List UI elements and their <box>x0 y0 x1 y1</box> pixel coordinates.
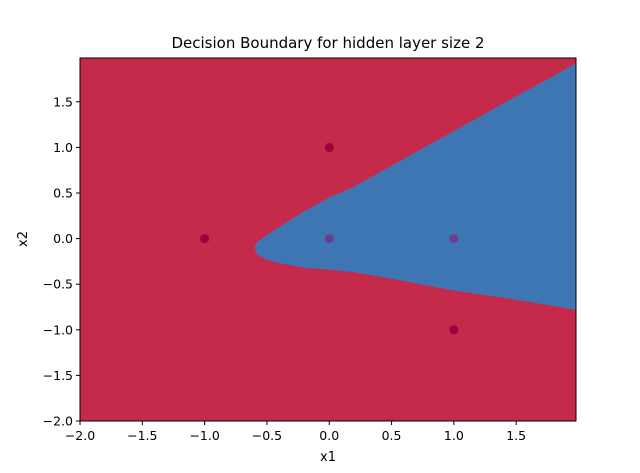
x-axis: −2.0 −1.5 −1.0 −0.5 0.0 0.5 1.0 1.5 <box>65 421 526 443</box>
y-axis-label: x2 <box>16 231 31 247</box>
y-tick-label: −2.0 <box>43 414 73 429</box>
x-tick-label: −1.0 <box>189 428 219 443</box>
y-tick-label: 1.5 <box>53 94 73 109</box>
chart-title: Decision Boundary for hidden layer size … <box>171 34 484 52</box>
x-tick-label: −2.0 <box>65 428 95 443</box>
y-tick-label: −0.5 <box>43 277 73 292</box>
y-axis: −2.0 −1.5 −1.0 −0.5 0.0 0.5 1.0 1.5 <box>43 94 80 429</box>
y-tick-label: 1.0 <box>53 140 73 155</box>
data-points <box>200 142 459 335</box>
data-point-4 <box>449 234 459 244</box>
plot-frame <box>79 57 577 422</box>
y-tick-label: 0.0 <box>53 231 73 246</box>
y-tick-label: −1.5 <box>43 368 73 383</box>
x-tick-label: −1.5 <box>127 428 157 443</box>
data-point-1 <box>324 142 334 152</box>
x-axis-label: x1 <box>320 450 336 465</box>
data-point-2 <box>200 234 210 244</box>
x-tick-label: 0.5 <box>382 428 402 443</box>
y-tick-label: 0.5 <box>53 185 73 200</box>
decision-region <box>254 63 576 310</box>
x-tick-label: 1.5 <box>506 428 526 443</box>
data-point-5 <box>449 325 459 335</box>
data-point-3 <box>324 234 334 244</box>
y-tick-label: −1.0 <box>43 322 73 337</box>
x-tick-label: 0.0 <box>319 428 339 443</box>
plot-area <box>79 57 577 422</box>
x-tick-label: −0.5 <box>252 428 282 443</box>
x-tick-label: 1.0 <box>444 428 464 443</box>
